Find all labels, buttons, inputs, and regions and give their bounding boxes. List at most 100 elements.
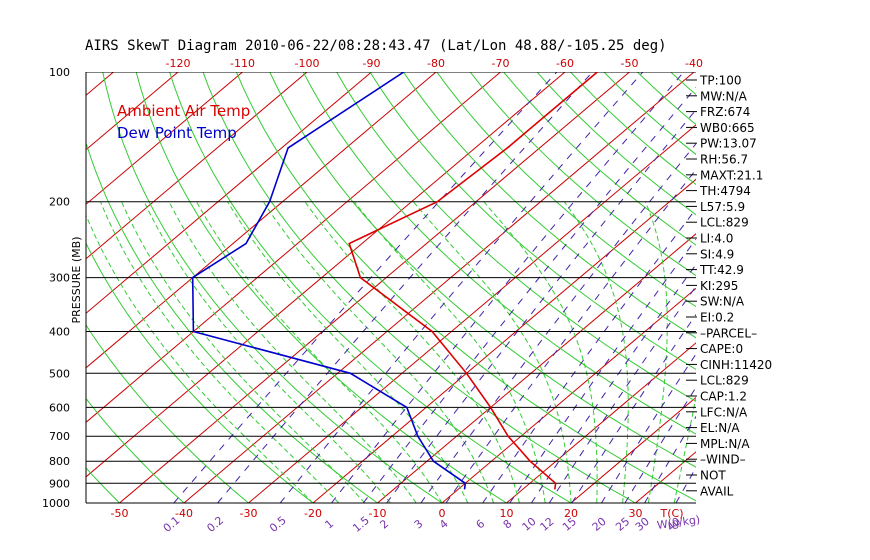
dry-adiabat-lines	[0, 72, 696, 503]
index-label: CINH:11420	[700, 358, 772, 372]
isotherm-line	[0, 72, 49, 503]
dry-adiabat-line	[169, 72, 572, 503]
mixing-ratio-line	[173, 72, 558, 503]
index-label: TH:4794	[699, 184, 751, 198]
mixing-ratio-line	[571, 313, 696, 503]
dry-adiabat-line	[269, 72, 696, 468]
index-label: –WIND–	[700, 453, 746, 467]
legend-entry: Dew Point Temp	[117, 124, 237, 142]
dry-adiabat-line	[536, 72, 696, 216]
bottom-temperature-tick-label: -10	[369, 507, 387, 520]
top-temperature-tick-label: -90	[363, 57, 381, 70]
bottom-temperature-tick-label: 0	[439, 507, 446, 520]
isotherm-line	[86, 72, 179, 151]
index-label: PW:13.07	[700, 137, 757, 151]
dry-adiabat-line	[603, 72, 696, 156]
mixing-ratio-tick-label: 0.5	[267, 514, 289, 535]
pressure-tick-label: 800	[49, 455, 70, 468]
isotherm-line	[377, 233, 696, 503]
legend: Ambient Air Temp Dew Point Temp	[117, 102, 250, 142]
index-label: MAXT:21.1	[700, 168, 763, 182]
pressure-tick-label: 400	[49, 325, 70, 338]
isotherm-line	[248, 124, 696, 503]
index-label: AVAIL	[700, 484, 734, 498]
isotherm-line	[441, 287, 696, 503]
bottom-temperature-tick-label: -40	[175, 507, 193, 520]
bottom-temperature-unit-label: T(C)	[660, 507, 684, 520]
dry-adiabat-line	[436, 72, 696, 308]
top-temperature-tick-label: -50	[621, 57, 639, 70]
dry-adiabat-line	[86, 397, 185, 503]
mixing-ratio-tick-label: 3	[412, 517, 426, 531]
mixing-ratio-line	[386, 109, 696, 503]
bottom-temperature-tick-label: 10	[500, 507, 514, 520]
series-line	[191, 72, 467, 490]
mixing-ratio-line	[445, 168, 696, 503]
series-line	[348, 72, 598, 490]
index-label: L57:5.9	[700, 200, 745, 214]
profile-series	[191, 72, 598, 490]
mixing-ratio-line	[482, 208, 696, 503]
mixing-ratio-tick-label: 1	[322, 517, 336, 531]
dry-adiabat-line	[369, 72, 696, 370]
chart-title: AIRS SkewT Diagram 2010-06-22/08:28:43.4…	[85, 38, 667, 54]
mixing-ratio-line	[217, 72, 593, 503]
index-label: WB0:665	[700, 121, 755, 135]
index-label: MW:N/A	[700, 89, 748, 103]
moist-adiabat-line	[563, 201, 629, 503]
bottom-temperature-tick-label: -30	[240, 507, 258, 520]
mixing-ratio-tick-label: 20	[590, 515, 609, 534]
mixing-ratio-tick-label: 2	[377, 517, 391, 531]
mixing-ratio-line	[331, 72, 685, 503]
index-label: SI:4.9	[700, 247, 734, 261]
isotherm-line	[506, 342, 696, 503]
mixing-ratio-line	[362, 86, 696, 503]
mixing-ratio-line	[530, 263, 696, 503]
index-label: TT:42.9	[699, 263, 744, 277]
plot-area	[0, 72, 696, 503]
moist-adiabat-line	[168, 201, 417, 503]
index-label: LCL:829	[700, 216, 749, 230]
isotherm-line	[86, 72, 308, 260]
mixing-ratio-line	[644, 415, 696, 503]
top-temperature-tick-label: -80	[427, 57, 445, 70]
dry-adiabat-line	[235, 72, 696, 502]
mixing-ratio-tick-label: 12	[538, 515, 557, 534]
mixing-ratio-line	[601, 353, 696, 503]
index-label: SW:N/A	[700, 295, 745, 309]
isotherm-line	[570, 396, 696, 503]
dry-adiabat-line	[202, 72, 636, 503]
top-temperature-tick-label: -120	[166, 57, 191, 70]
dry-adiabat-line	[302, 72, 696, 435]
dry-adiabat-line	[0, 72, 55, 503]
index-label: LCL:829	[700, 374, 749, 388]
index-label: MPL:N/A	[700, 437, 750, 451]
pressure-tick-label: 300	[49, 272, 70, 285]
bottom-temperature-tick-label: 30	[629, 507, 643, 520]
index-label: KI:295	[700, 279, 738, 293]
dry-adiabat-line	[86, 242, 314, 503]
pressure-tick-label: 500	[49, 367, 70, 380]
index-label: CAP:1.2	[700, 390, 747, 404]
dry-adiabat-line	[570, 72, 696, 186]
top-temperature-tick-label: -70	[492, 57, 510, 70]
pressure-tick-label: 700	[49, 430, 70, 443]
mixing-ratio-lines	[173, 72, 696, 503]
pressure-tick-label: 900	[49, 477, 70, 490]
dry-adiabat-line	[469, 72, 696, 277]
moist-adiabat-line	[483, 201, 598, 503]
pressure-tick-label: 100	[49, 66, 70, 79]
top-temperature-tick-labels: -120 -110 -100 -90 -80 -70 -60 -50 -40	[166, 57, 703, 70]
isotherm-line	[86, 72, 243, 205]
isotherm-line	[86, 72, 566, 478]
mixing-ratio-line	[420, 142, 696, 503]
index-label: –PARCEL–	[700, 326, 757, 340]
y-axis-label: PRESSURE (MB)	[70, 237, 83, 324]
index-label: EL:N/A	[700, 421, 740, 435]
index-label: FRZ:674	[700, 105, 750, 119]
dry-adiabat-line	[503, 72, 696, 246]
mixing-ratio-tick-label: 4	[437, 517, 451, 531]
